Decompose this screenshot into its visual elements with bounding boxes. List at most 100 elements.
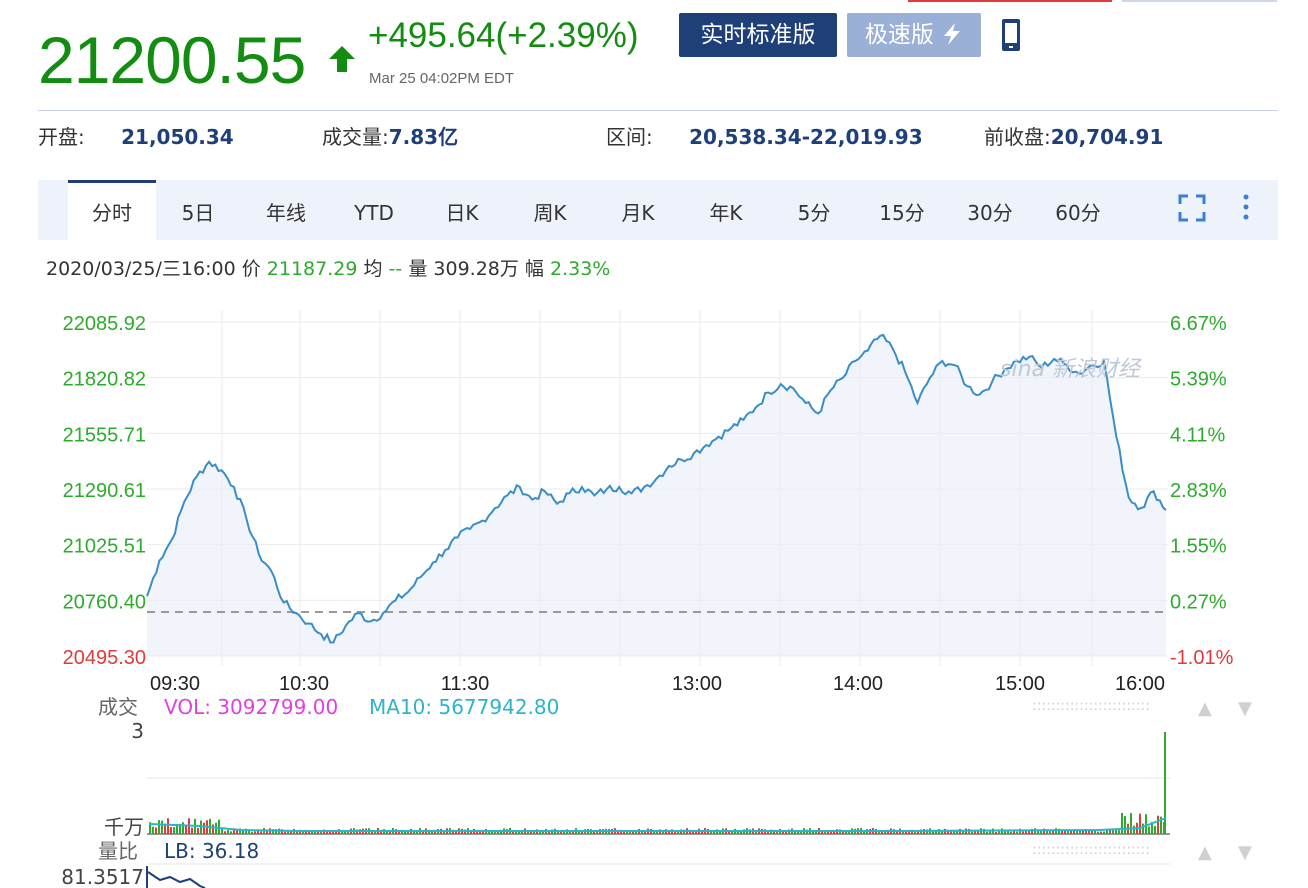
volume-bar	[422, 830, 424, 834]
info-avg: --	[388, 258, 403, 280]
tab-year-line[interactable]: 年线	[266, 201, 306, 225]
price-change: +495.64(+2.39%)	[368, 16, 639, 55]
volume-bar	[884, 830, 886, 834]
y-tick-pct-label: 5.39%	[1170, 369, 1227, 391]
tab-5day[interactable]: 5日	[181, 201, 215, 225]
tab-yearly-k[interactable]: 年K	[709, 201, 743, 225]
tab-30min[interactable]: 30分	[967, 201, 1013, 225]
volume-bar	[830, 830, 832, 834]
volume-bar	[1049, 831, 1051, 834]
volume-bar	[539, 831, 541, 834]
crosshair-info-bar: 2020/03/25/三16:00 价 21187.29 均 -- 量 309.…	[46, 256, 610, 282]
volume-bar	[737, 830, 739, 834]
volume-bar	[1100, 831, 1102, 834]
y-tick-label: 20760.40	[63, 591, 146, 613]
volume-bar	[1022, 831, 1024, 834]
info-avg-label: 均	[363, 258, 383, 280]
volume-bar	[1085, 829, 1087, 834]
volume-bar	[863, 830, 865, 834]
lb-panel-scroll-dots[interactable]: :::::::::::::::::::::::::	[1032, 842, 1150, 858]
volume-bar	[1130, 813, 1132, 834]
lb-line	[147, 871, 206, 888]
top-accent-line	[908, 0, 1112, 2]
volume-bar	[197, 827, 199, 834]
x-tick-label: 13:00	[672, 673, 722, 695]
volume-bar	[245, 828, 247, 834]
volume-bar	[476, 830, 478, 834]
volume-bar	[389, 831, 391, 834]
volume-bar	[521, 831, 523, 834]
volume-bar	[971, 831, 973, 834]
volume-bar	[1148, 826, 1150, 834]
volume-bar	[1079, 830, 1081, 834]
volume-bar	[1061, 830, 1063, 834]
fast-version-label: 极速版	[864, 22, 934, 48]
volume-bar	[701, 831, 703, 834]
tab-5min[interactable]: 5分	[797, 201, 831, 225]
up-arrow-icon	[329, 46, 355, 72]
tab-ytd[interactable]: YTD	[354, 201, 394, 225]
volume-bar	[347, 830, 349, 834]
lb-panel-down-icon[interactable]: ▼	[1238, 842, 1252, 863]
volume-bar	[740, 830, 742, 834]
panel-scroll-dots[interactable]: :::::::::::::::::::::::::	[1032, 698, 1150, 714]
volume-bar	[308, 831, 310, 834]
volume-bar	[518, 831, 520, 834]
tab-15min[interactable]: 15分	[879, 201, 925, 225]
volume-bar	[1058, 828, 1060, 834]
volume-bar	[572, 830, 574, 834]
volume-bar	[470, 831, 472, 834]
lb-panel-up-icon[interactable]: ▲	[1198, 842, 1212, 863]
more-menu-icon[interactable]	[1240, 192, 1252, 224]
volume-bar	[1070, 829, 1072, 834]
tab-daily-k[interactable]: 日K	[445, 201, 479, 225]
mobile-phone-icon[interactable]	[1001, 18, 1021, 52]
volume-bar	[1067, 830, 1069, 834]
volume-bar-close	[1164, 732, 1166, 834]
y-tick-label: 21555.71	[63, 424, 146, 446]
volume-bar	[848, 831, 850, 834]
volume-bar	[317, 830, 319, 834]
volume-bar	[1016, 831, 1018, 834]
volume-bar	[1106, 830, 1108, 834]
volume-bar	[1133, 825, 1135, 834]
volume-bar	[710, 831, 712, 834]
fullscreen-icon[interactable]	[1178, 194, 1206, 222]
intraday-chart[interactable]: sina 新浪财经 22085.92 6.67% 21820.82 5.39% 2155…	[0, 296, 1308, 888]
volume-bar	[233, 828, 235, 834]
volume-bar	[824, 831, 826, 834]
x-tick-label: 11:30	[441, 673, 490, 695]
volume-bar	[1010, 831, 1012, 834]
volume-bar	[167, 818, 169, 834]
volume-bar	[212, 824, 214, 834]
volume-bar	[239, 828, 241, 834]
volume-bar	[1091, 830, 1093, 834]
volume-bar	[224, 831, 226, 834]
volume-bar	[191, 827, 193, 834]
standard-version-button[interactable]: 实时标准版	[679, 13, 837, 57]
volume-bar	[284, 831, 286, 834]
volume-label: 成交量:	[322, 125, 389, 149]
tab-intraday[interactable]: 分时	[68, 180, 156, 240]
volume-bars	[149, 732, 1166, 834]
volume-bar	[1052, 829, 1054, 834]
volume-bar	[530, 831, 532, 834]
panel-up-icon[interactable]: ▲	[1198, 698, 1212, 719]
volume-bar	[1112, 829, 1114, 834]
x-tick-label: 15:00	[995, 673, 1045, 695]
open-value: 21,050.34	[121, 125, 234, 149]
volume-bar	[935, 830, 937, 834]
volume-bar	[170, 827, 172, 834]
fast-version-button[interactable]: 极速版	[847, 13, 981, 57]
tab-weekly-k[interactable]: 周K	[533, 201, 567, 225]
range-value: 20,538.34-22,019.93	[689, 125, 923, 149]
tab-60min[interactable]: 60分	[1055, 201, 1101, 225]
panel-down-icon[interactable]: ▼	[1238, 698, 1252, 719]
volume-bar	[404, 831, 406, 834]
tab-monthly-k[interactable]: 月K	[621, 201, 655, 225]
volume-bar	[629, 830, 631, 834]
volume-bar	[635, 831, 637, 834]
volume-bar	[260, 831, 262, 834]
y-tick-pct-label: 4.11%	[1170, 424, 1225, 446]
volume-bar	[182, 822, 184, 834]
